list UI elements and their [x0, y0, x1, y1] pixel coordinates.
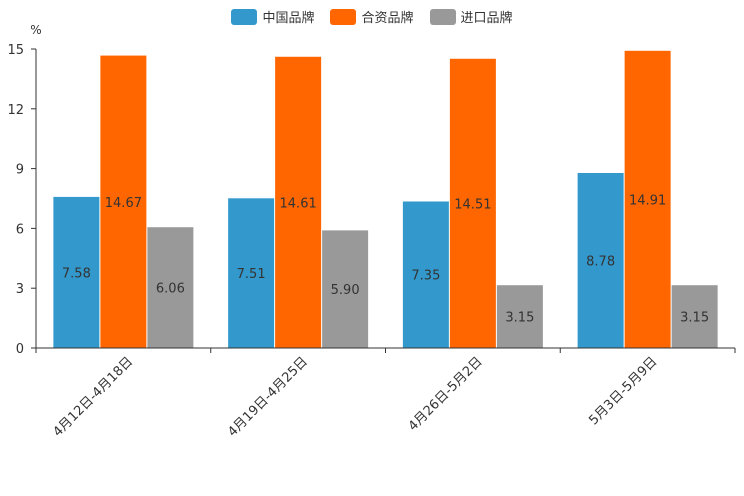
- bar[interactable]: [402, 201, 449, 348]
- bar[interactable]: [322, 230, 369, 348]
- bar-value-label: 14.91: [629, 193, 666, 208]
- y-tick-label: 0: [16, 342, 24, 357]
- legend-item-china-brand[interactable]: 中国品牌: [231, 7, 314, 26]
- bar-value-label: 7.35: [411, 269, 440, 284]
- bar[interactable]: [147, 227, 194, 348]
- x-category-label: 4月26日-5月2日: [406, 354, 486, 434]
- legend-swatch: [429, 8, 456, 25]
- bar-value-label: 6.06: [156, 282, 185, 297]
- y-tick-label: 6: [16, 222, 24, 237]
- legend-item-import-brand[interactable]: 进口品牌: [429, 7, 513, 26]
- bar-value-label: 7.58: [62, 266, 91, 281]
- legend-label: 进口品牌: [460, 11, 513, 26]
- bar[interactable]: [624, 50, 671, 348]
- bar-value-label: 7.51: [237, 267, 266, 282]
- bar[interactable]: [275, 56, 322, 349]
- legend-label: 合资品牌: [361, 11, 414, 26]
- legend-item-joint-venture-brand[interactable]: 合资品牌: [330, 7, 414, 26]
- bar-value-label: 8.78: [586, 254, 615, 269]
- bar-value-label: 14.51: [454, 197, 491, 212]
- bar-value-label: 14.67: [105, 196, 142, 211]
- legend-label: 中国品牌: [262, 11, 315, 26]
- y-axis-unit: %: [30, 23, 41, 37]
- bar[interactable]: [100, 55, 147, 348]
- x-category-label: 4月12日-4月18日: [50, 354, 136, 440]
- bar[interactable]: [496, 285, 543, 348]
- bar[interactable]: [228, 198, 275, 348]
- bar-value-label: 3.15: [680, 311, 709, 326]
- bar[interactable]: [577, 172, 624, 348]
- legend-swatch: [330, 8, 357, 25]
- y-tick-label: 9: [16, 163, 24, 178]
- y-tick-label: 3: [16, 282, 24, 297]
- bar[interactable]: [671, 285, 718, 348]
- legend-swatch: [231, 8, 258, 25]
- y-tick-label: 15: [7, 43, 24, 58]
- bar-value-label: 3.15: [505, 311, 534, 326]
- legend: 中国品牌 合资品牌 进口品牌: [0, 7, 744, 26]
- bar[interactable]: [449, 58, 496, 348]
- x-category-label: 4月19日-4月25日: [225, 354, 311, 440]
- bar[interactable]: [53, 196, 100, 348]
- x-category-label: 5月3日-5月9日: [586, 354, 660, 428]
- bar-value-label: 14.61: [280, 196, 317, 211]
- bar-value-label: 5.90: [331, 283, 360, 298]
- y-tick-label: 12: [7, 103, 24, 118]
